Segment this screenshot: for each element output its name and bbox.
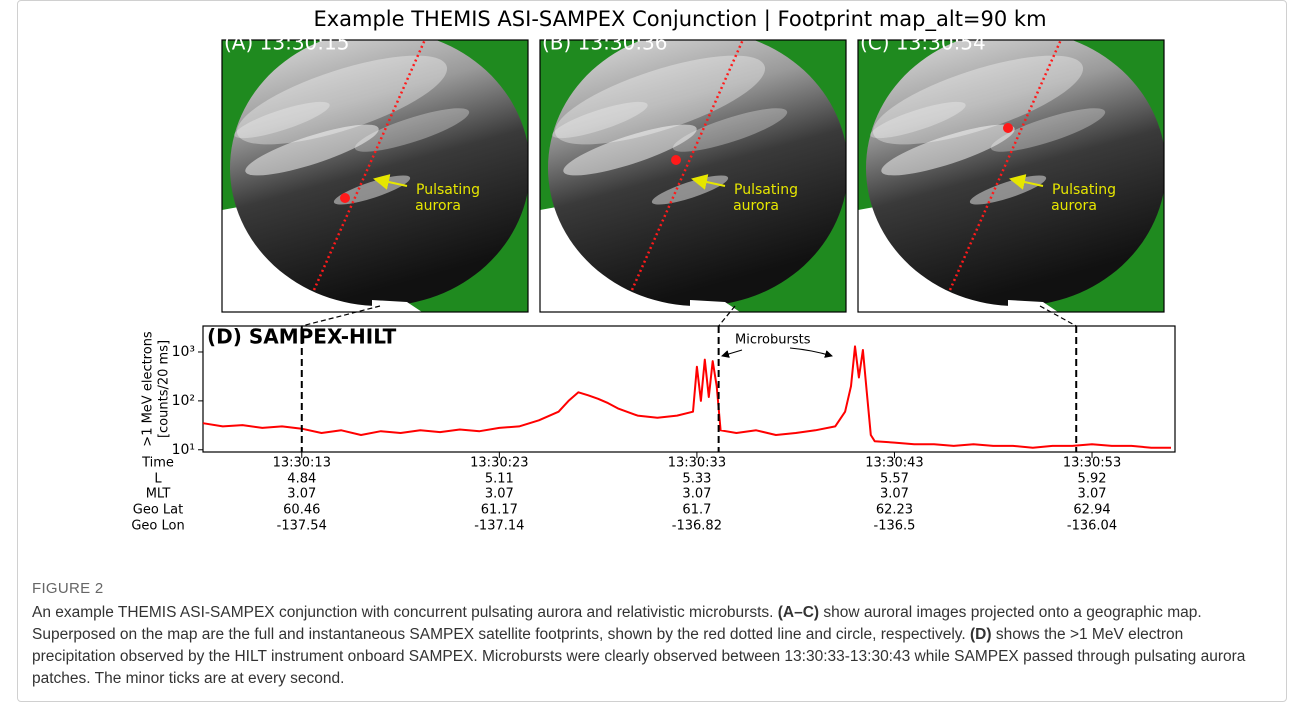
- caption: An example THEMIS ASI-SAMPEX conjunction…: [32, 602, 1267, 690]
- aurora-streak: [563, 124, 697, 176]
- ephemeris-value: 3.07: [1078, 487, 1107, 502]
- coast-edge: [690, 300, 740, 312]
- panel-label: (A) 13:30:15: [224, 31, 349, 55]
- ephemeris-value: 5.57: [880, 472, 909, 487]
- arrow: [373, 174, 408, 190]
- coast: [222, 206, 412, 312]
- row-label: Geo Lon: [131, 519, 184, 534]
- ephemeris-value: 3.07: [880, 487, 909, 502]
- aurora-streak: [870, 101, 966, 139]
- footprint: [1003, 123, 1013, 133]
- figure-frame: [17, 0, 1287, 702]
- plot-frame: [202, 325, 1176, 453]
- caption-text: shows the >1 MeV electron precipitation …: [32, 626, 1246, 687]
- footprint-track: [948, 40, 1063, 291]
- footprint: [671, 155, 681, 165]
- panel-border: [539, 39, 847, 313]
- arrow: [1009, 174, 1044, 190]
- x-axis-label: Time: [141, 456, 174, 471]
- ephemeris-value: 5.92: [1078, 472, 1107, 487]
- row-label: Geo Lat: [133, 503, 183, 518]
- coast-edge: [372, 300, 422, 312]
- row-label: MLT: [146, 487, 171, 502]
- ephemeris-value: -136.82: [672, 519, 722, 534]
- connector: [301, 305, 381, 327]
- ephemeris-value: -136.04: [1067, 519, 1117, 534]
- ephemeris-value: 3.07: [287, 487, 316, 502]
- annotation: Microbursts: [735, 333, 811, 348]
- coast-edge: [1008, 300, 1058, 312]
- footprint-track: [630, 40, 745, 291]
- caption-text: (D): [970, 626, 992, 643]
- ephemeris-value: -137.54: [277, 519, 327, 534]
- annotation: aurora: [415, 198, 461, 214]
- figure: Example THEMIS ASI-SAMPEX Conjunction | …: [131, 7, 1176, 534]
- coast: [858, 206, 1048, 312]
- aurora-streak: [354, 108, 470, 152]
- aurora-streak: [554, 55, 766, 145]
- row-label: L: [154, 472, 162, 487]
- annotation: aurora: [1051, 198, 1097, 214]
- y-axis-label: >1 MeV electrons: [141, 331, 156, 447]
- annotation: Pulsating: [416, 182, 480, 198]
- connector: [718, 305, 736, 327]
- panel-border: [221, 39, 529, 313]
- ephemeris-value: -136.5: [874, 519, 916, 534]
- ephemeris-value: 62.23: [876, 503, 913, 518]
- ephemeris-value: 4.84: [287, 472, 316, 487]
- caption-label: FIGURE 2: [32, 580, 104, 597]
- x-tick-label: 13:30:53: [1063, 456, 1121, 471]
- y-axis-label: [counts/20 ms]: [157, 340, 172, 438]
- x-tick-label: 13:30:33: [668, 456, 726, 471]
- figure-title: Example THEMIS ASI-SAMPEX Conjunction | …: [313, 7, 1046, 32]
- ephemeris-value: 60.46: [283, 503, 320, 518]
- aurora-streak: [990, 108, 1106, 152]
- panel-label: (C) 13:30:54: [860, 31, 986, 55]
- x-tick-label: 13:30:23: [470, 456, 528, 471]
- footprint: [340, 193, 350, 203]
- x-tick-label: 13:30:13: [273, 456, 331, 471]
- coast: [540, 206, 730, 312]
- ephemeris-value: 3.07: [485, 487, 514, 502]
- y-tick-label: 10¹: [172, 442, 195, 458]
- aurora-streak: [552, 101, 648, 139]
- annotation: Pulsating: [734, 182, 798, 198]
- aurora-streak: [234, 101, 330, 139]
- caption-text: An example THEMIS ASI-SAMPEX conjunction…: [32, 604, 778, 621]
- ephemeris-value: 61.17: [481, 503, 518, 518]
- caption-text: show auroral images projected onto a geo…: [32, 604, 1202, 643]
- aurora-streak: [245, 124, 379, 176]
- arrow: [691, 174, 726, 190]
- annotation: aurora: [733, 198, 779, 214]
- y-tick-label: 10²: [172, 393, 195, 409]
- sky-image: [866, 40, 1164, 306]
- caption-text: (A–C): [777, 604, 820, 621]
- sky-image: [230, 40, 528, 306]
- ephemeris-value: 5.33: [682, 472, 711, 487]
- panel-label: (B) 13:30:36: [542, 31, 668, 55]
- annotation: Pulsating: [1052, 182, 1116, 198]
- aurora-streak: [872, 55, 1084, 145]
- x-tick-label: 13:30:43: [865, 456, 923, 471]
- arrow: [721, 349, 743, 358]
- data-line: [202, 345, 1171, 449]
- ephemeris-value: -137.14: [474, 519, 524, 534]
- aurora-streak: [672, 108, 788, 152]
- ephemeris-value: 3.07: [682, 487, 711, 502]
- y-tick-label: 10³: [172, 344, 195, 360]
- panel-border: [857, 39, 1165, 313]
- ephemeris-value: 62.94: [1073, 503, 1110, 518]
- ephemeris-value: 5.11: [485, 472, 514, 487]
- arrow: [789, 347, 833, 358]
- sky-image: [548, 40, 846, 306]
- aurora-streak: [881, 124, 1015, 176]
- aurora-streak: [236, 55, 448, 145]
- ephemeris-value: 61.7: [682, 503, 711, 518]
- footprint-track: [312, 40, 427, 291]
- connector: [1039, 305, 1077, 327]
